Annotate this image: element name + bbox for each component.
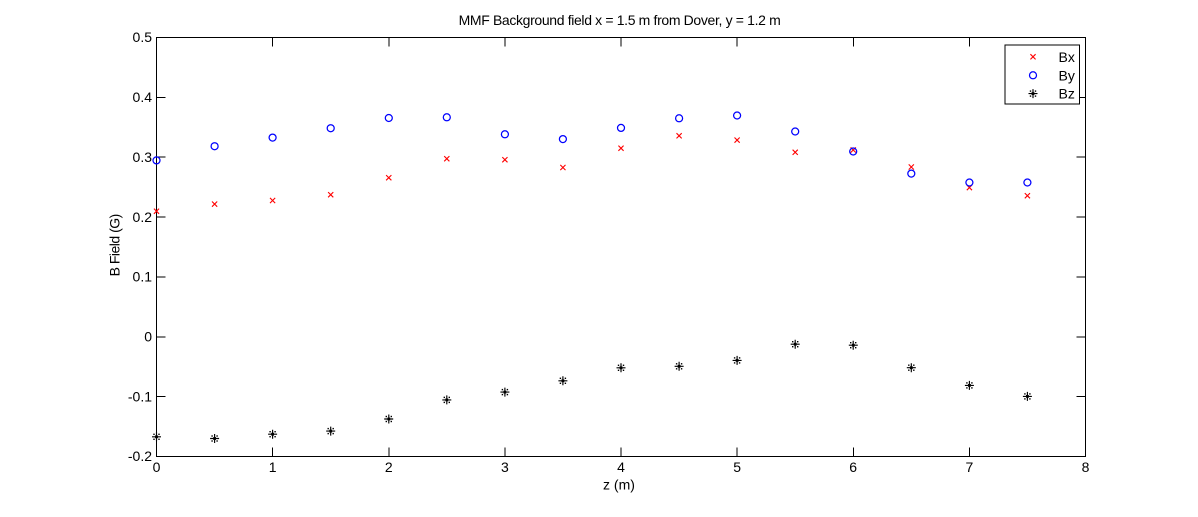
svg-text:5: 5: [733, 459, 741, 475]
svg-text:0.3: 0.3: [133, 149, 153, 165]
svg-text:4: 4: [617, 459, 625, 475]
svg-text:3: 3: [501, 459, 509, 475]
svg-text:6: 6: [849, 459, 857, 475]
svg-text:-0.1: -0.1: [128, 388, 152, 404]
svg-text:0.5: 0.5: [133, 29, 153, 45]
svg-text:By: By: [1059, 67, 1075, 83]
svg-text:Bz: Bz: [1059, 86, 1075, 102]
svg-text:0.4: 0.4: [133, 89, 153, 105]
svg-text:1: 1: [269, 459, 277, 475]
svg-text:7: 7: [966, 459, 974, 475]
svg-text:8: 8: [1082, 459, 1090, 475]
svg-text:2: 2: [385, 459, 393, 475]
svg-text:z (m): z (m): [603, 477, 635, 493]
svg-text:0.1: 0.1: [133, 269, 153, 285]
svg-text:B Field (G): B Field (G): [107, 214, 123, 276]
svg-text:0: 0: [153, 459, 161, 475]
svg-text:0: 0: [144, 329, 152, 345]
svg-text:0.2: 0.2: [133, 209, 153, 225]
svg-text:MMF Background field x = 1.5 m: MMF Background field x = 1.5 m from Dove…: [459, 12, 781, 28]
svg-text:-0.2: -0.2: [128, 448, 152, 464]
svg-text:Bx: Bx: [1059, 49, 1075, 65]
